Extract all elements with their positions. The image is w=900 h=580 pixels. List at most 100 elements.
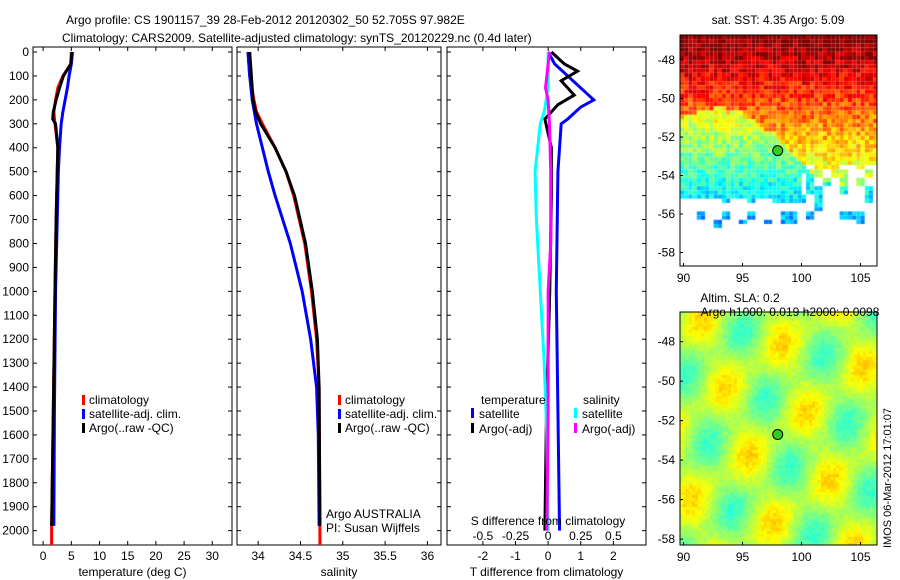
series-line-t-satellite <box>546 51 597 531</box>
x-tick-label: -1 <box>510 549 521 563</box>
lat-tick-label: -58 <box>658 532 676 546</box>
lat-tick-label: -56 <box>658 493 676 507</box>
y-tick-label: 1900 <box>2 500 29 514</box>
lat-tick-label: -48 <box>658 335 676 349</box>
axes-frame <box>236 46 442 546</box>
argo-position-marker <box>772 145 784 157</box>
legend-swatch <box>338 395 341 405</box>
lat-tick-label: -48 <box>658 53 676 67</box>
lon-tick-label: 95 <box>736 271 750 285</box>
s-tick-label: -0.5 <box>473 529 494 543</box>
lat-tick-label: -54 <box>658 453 676 467</box>
s-tick-label: -0.25 <box>502 529 530 543</box>
panel-difference <box>446 46 647 546</box>
y-tick-label: 200 <box>9 93 29 107</box>
s-tick-label: 0.25 <box>569 529 593 543</box>
lat-tick-label: -52 <box>658 130 676 144</box>
title-line1: Argo profile: CS 1901157_39 28-Feb-2012 … <box>66 13 465 27</box>
y-tick-label: 1700 <box>2 452 29 466</box>
lon-tick-label: 90 <box>677 271 691 285</box>
lat-tick-label: -50 <box>658 92 676 106</box>
y-tick-label: 700 <box>9 213 29 227</box>
legend-label: Argo(..raw -QC) <box>345 421 430 435</box>
x-tick-label: 1 <box>577 549 584 563</box>
legend-swatch <box>574 423 577 433</box>
argo-position-marker <box>772 429 784 441</box>
lon-tick-label: 100 <box>791 550 811 564</box>
sst-map-title: sat. SST: 4.35 Argo: 5.09 <box>712 13 845 27</box>
s-tick-label: 0 <box>545 529 552 543</box>
lon-tick-label: 95 <box>736 550 750 564</box>
y-tick-label: 800 <box>9 236 29 250</box>
axes-frame <box>32 46 233 546</box>
legend-swatch <box>471 408 474 418</box>
series-line-argo-raw-qc- <box>50 51 74 526</box>
lat-tick-label: -50 <box>658 374 676 388</box>
y-tick-label: 400 <box>9 141 29 155</box>
legend-title-temperature: temperature <box>481 393 546 407</box>
s-tick-label: 0.5 <box>605 529 622 543</box>
legend-label: satellite-adj. clim. <box>345 407 437 421</box>
x-tick-label: 30 <box>206 549 220 563</box>
title-line2: Climatology: CARS2009. Satellite-adjuste… <box>62 31 532 45</box>
legend-title-salinity: salinity <box>583 393 620 407</box>
lat-tick-label: -54 <box>658 169 676 183</box>
legend-swatch <box>82 423 85 433</box>
y-tick-label: 1300 <box>2 356 29 370</box>
series-line-argo-raw-qc- <box>248 51 322 526</box>
x-tick-label: 34 <box>251 549 265 563</box>
x-tick-label: 10 <box>93 549 107 563</box>
legend-swatch <box>338 423 341 433</box>
x-tick-label: 35 <box>336 549 350 563</box>
legend-swatch <box>338 409 341 419</box>
legend-label: satellite <box>582 407 623 421</box>
lon-tick-label: 90 <box>677 550 691 564</box>
y-tick-label: 100 <box>9 69 29 83</box>
y-tick-label: 1000 <box>2 284 29 298</box>
x-tick-label: 35.5 <box>373 549 397 563</box>
legend-label: satellite <box>479 407 520 421</box>
lat-tick-label: -56 <box>658 207 676 221</box>
y-tick-label: 1400 <box>2 380 29 394</box>
y-tick-label: 1600 <box>2 428 29 442</box>
y-tick-label: 1800 <box>2 476 29 490</box>
legend-label: Argo(-adj) <box>479 422 532 436</box>
lon-tick-label: 105 <box>850 271 870 285</box>
series-line-s-argo-adj- <box>544 51 553 531</box>
x-axis-label: salinity <box>321 565 358 579</box>
legend-swatch <box>471 423 474 433</box>
sla-map-axes <box>679 311 878 546</box>
y-tick-label: 2000 <box>2 524 29 538</box>
sla-map-image <box>680 312 877 545</box>
panel-temperature <box>32 46 233 546</box>
legend-swatch <box>82 395 85 405</box>
x-tick-label: 25 <box>177 549 191 563</box>
x-tick-label: 0 <box>545 549 552 563</box>
y-tick-label: 0 <box>22 45 29 59</box>
legend-label: climatology <box>345 393 405 407</box>
y-tick-label: 600 <box>9 189 29 203</box>
legend-label: climatology <box>89 393 149 407</box>
x-tick-label: 15 <box>121 549 135 563</box>
series-line-climatology <box>246 51 322 546</box>
panel-salinity <box>236 46 442 546</box>
annotation-pi: PI: Susan Wijffels <box>326 521 420 535</box>
s-axis-label: S difference from climatology <box>471 514 626 528</box>
y-tick-label: 900 <box>9 260 29 274</box>
x-axis-label: T difference from climatology <box>470 565 624 579</box>
legend-swatch <box>574 408 577 418</box>
x-tick-label: 20 <box>149 549 163 563</box>
x-tick-label: 5 <box>68 549 75 563</box>
x-tick-label: 36 <box>421 549 435 563</box>
legend-label: Argo(..raw -QC) <box>89 421 174 435</box>
map-frame <box>679 311 878 546</box>
annotation-float-info: Argo AUSTRALIA <box>326 507 421 521</box>
sla-map-subtitle: Argo h1000: 0.019 h2000: 0.0098 <box>701 305 880 319</box>
legend-label: satellite-adj. clim. <box>89 407 181 421</box>
axes-frame <box>446 46 647 546</box>
sla-map-title: Altim. SLA: 0.2 <box>700 291 780 305</box>
map-frame <box>679 34 878 267</box>
y-tick-label: 1500 <box>2 404 29 418</box>
x-tick-label: 0 <box>40 549 47 563</box>
